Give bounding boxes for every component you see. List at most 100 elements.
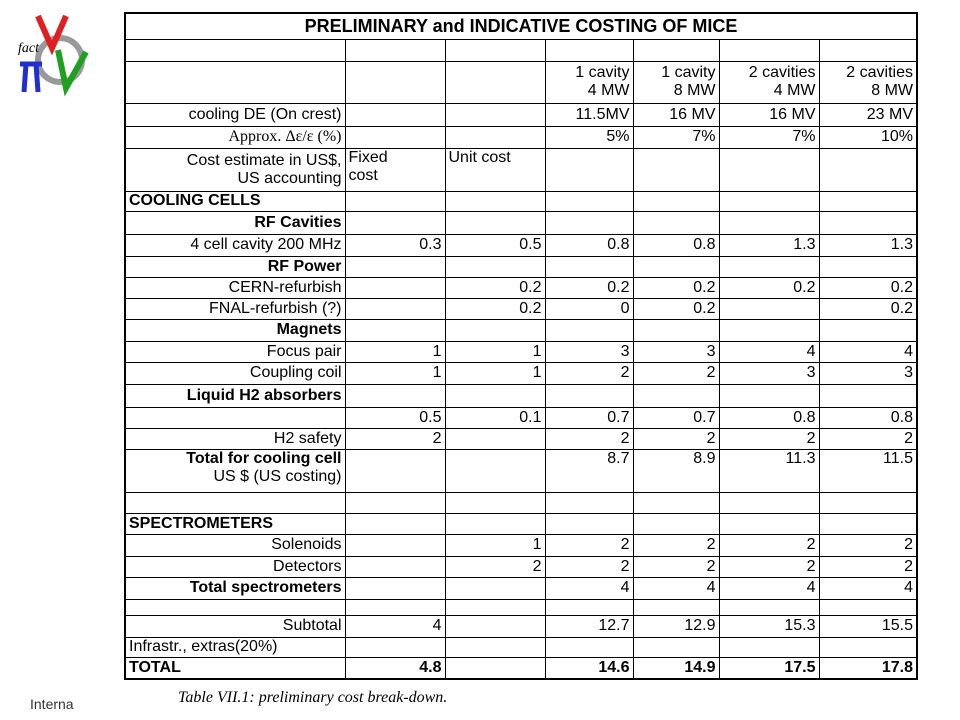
label-text: H2 safety [273,429,342,447]
cell: 1 cavity 8 MW [632,60,720,104]
cell: 15.3 [718,614,820,638]
row-label: Liquid H2 absorbers [124,383,346,408]
cell [444,636,546,658]
label-text: Liquid H2 absorbers [186,386,342,404]
cell: 0.3 [344,233,446,257]
cell [444,255,546,278]
row-label: COOLING CELLS [124,190,346,212]
cell: 0.2 [818,276,918,299]
cell-text: 1 [432,364,442,381]
cell [544,190,634,212]
row-label: RF Power [124,255,346,278]
cell-text: 15.5 [881,617,913,634]
table-row: FNAL-refurbish (?) 0.2 0 0.2 0.2 [124,297,918,320]
cell-text: 1 [532,536,542,553]
table-row: SPECTROMETERS [124,512,918,535]
cell-text: 1 cavity 8 MW [661,64,716,99]
cell-text: 0.2 [793,278,816,296]
cell-text: 17.8 [881,658,913,676]
table-row: RF Power [124,255,918,278]
cell-text: Unit cost [448,148,511,166]
label-text: Magnets [276,321,342,338]
cell: 2 [718,533,820,557]
row-label: Focus pair [124,340,346,363]
cell-text: 4 [806,342,816,360]
cell [344,533,446,557]
label-text: Cost estimate in US$, US accounting [186,151,342,187]
cell: 2 [632,533,720,557]
cell: 1.3 [718,233,820,257]
cell [444,210,546,235]
row-label: TOTAL [124,656,346,680]
cell: 7% [632,125,720,149]
cell-text: 0.2 [519,299,542,317]
cell [818,318,918,342]
row-label: Subtotal [124,614,346,638]
table-row: Solenoids 1 2 2 2 2 [124,533,918,557]
cell [444,512,546,535]
cell-text: 14.9 [684,658,716,676]
cell [632,318,720,342]
cell: 2 [544,361,634,385]
cell: 4 [632,576,720,600]
cell: 12.9 [632,614,720,638]
cell: Unit cost [444,147,546,192]
cell-text: 0.5 [519,236,542,253]
cell: 4 [718,340,820,363]
label-text: TOTAL [129,658,181,676]
cell-text: 2 [706,536,716,553]
row-label [124,406,346,429]
row-label: Total spectrometers [124,576,346,600]
cell [632,598,720,616]
cell-text: 15.3 [784,617,816,634]
cell-text: 0.1 [519,408,542,426]
cell: 2 [544,533,634,557]
row-label [124,38,346,62]
cell-text: 8.9 [693,449,716,467]
table-row: cooling DE (On crest) 11.5MV 16 MV 16 MV 23 … [124,102,918,127]
cell-text: 0.8 [793,408,816,426]
cell-text: 7% [792,128,816,145]
row-label: Total for cooling cell US $ (US costing) [124,448,346,493]
cell: 15.5 [818,614,918,638]
cell: 14.9 [632,656,720,680]
cell [544,318,634,342]
cell: 17.8 [818,656,918,680]
cell: 2 [444,555,546,578]
cell: 2 [544,555,634,578]
cell-text: 3 [620,342,630,360]
table-row: TOTAL 4.8 14.6 14.9 17.5 17.8 [124,656,918,680]
cell: 2 [718,555,820,578]
label-text: cooling DE (On crest) [188,105,342,123]
cell [718,318,820,342]
cell-text: 0.2 [519,278,542,296]
cell [344,255,446,278]
cell-text: 11.5MV [575,105,630,123]
cell: 0.2 [544,276,634,299]
cell [818,190,918,212]
cell [444,491,546,514]
table-row: Total for cooling cell US $ (US costing) 8… [124,448,918,493]
cell [344,576,446,600]
cell-text: 4 [904,342,913,360]
cell [818,210,918,235]
cell: 3 [718,361,820,385]
cell-text: 3 [904,364,913,381]
logo-text: fact [18,41,40,56]
cell-text: 3 [706,342,716,360]
cell [344,448,446,493]
cell: 2 [818,427,918,450]
row-label: FNAL-refurbish (?) [124,297,346,320]
cell [718,190,820,212]
cell-text: 1 cavity 4 MW [575,64,630,99]
cell [718,512,820,535]
cell-text: 2 [904,536,913,553]
cell: 4 [818,340,918,363]
row-label: SPECTROMETERS [124,512,346,535]
cell [544,598,634,616]
label-text: RF Cavities [254,213,342,231]
cell [632,491,720,514]
label-text: RF Power [267,257,342,275]
table-row [124,491,918,514]
row-label: Magnets [124,318,346,342]
